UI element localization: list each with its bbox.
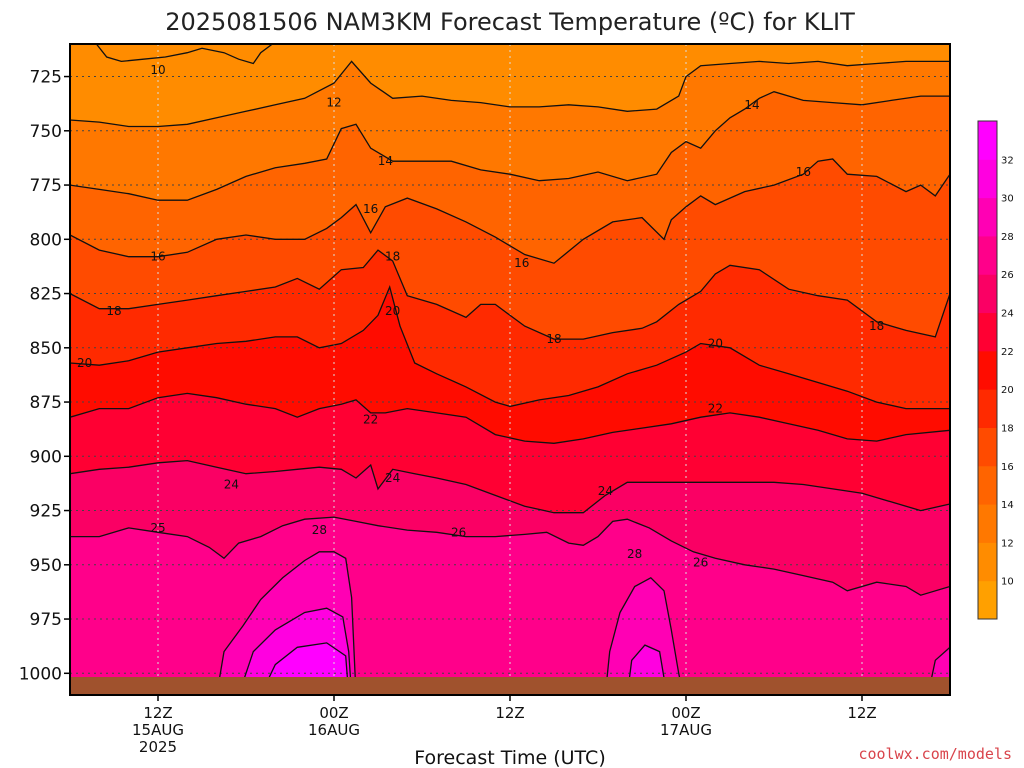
y-tick-label: 725 (30, 68, 62, 88)
surface-ground (70, 677, 950, 695)
x-tick-label: 17AUG (660, 721, 712, 739)
y-tick-label: 850 (30, 339, 62, 359)
colorbar: 10 12 14 16 18 20 22 24 26 28 30 32 (977, 120, 1014, 620)
x-tick-label: 2025 (139, 738, 177, 756)
colorbar-swatch (978, 312, 997, 352)
colorbar-tick-label: 18 (1001, 423, 1014, 434)
colorbar-swatch (978, 274, 997, 314)
contour-label: 28 (627, 547, 642, 561)
y-tick-label: 925 (30, 502, 62, 522)
x-tick-label: 00Z (671, 704, 700, 722)
contour-label: 18 (546, 332, 561, 346)
colorbar-swatch (978, 350, 997, 390)
contour-label: 22 (708, 402, 723, 416)
contour-label: 26 (451, 525, 466, 539)
isotherm-14 (70, 91, 950, 201)
colorbar-tick-label: 26 (1001, 270, 1014, 281)
isotherm-22 (70, 392, 950, 444)
x-tick-label: 12Z (495, 704, 524, 722)
y-tick-label: 825 (30, 285, 62, 305)
colorbar-frame (977, 120, 998, 620)
contour-label: 22 (363, 412, 378, 426)
x-tick-label: 15AUG (132, 721, 184, 739)
contour-label: 10 (150, 63, 165, 77)
contour-label: 20 (77, 356, 92, 370)
chart-title: 2025081506 NAM3KM Forecast Temperature (… (165, 8, 855, 36)
x-axis-label: Forecast Time (UTC) (414, 747, 605, 768)
x-tick-label: 16AUG (308, 721, 360, 739)
contour-label: 16 (363, 202, 378, 216)
y-tick-label: 975 (30, 610, 62, 630)
isotherm-24 (70, 459, 950, 514)
contour-label: 24 (385, 471, 400, 485)
isotherm-pocket-30-3 (626, 644, 668, 695)
plot-area (70, 44, 950, 695)
colorbar-swatch (978, 580, 997, 620)
warm-pocket-28-0 (605, 577, 684, 695)
isotherm-12 (70, 60, 950, 128)
isotherm-pocket-30-1 (238, 607, 353, 695)
colorbar-swatch (978, 159, 997, 199)
colorbar-swatch (978, 235, 997, 275)
x-tick-label: 12Z (847, 704, 876, 722)
colorbar-tick-label: 22 (1001, 347, 1014, 358)
contour-label: 16 (796, 165, 811, 179)
isotherm-18 (70, 249, 950, 340)
x-tick-label: 12Z (143, 704, 172, 722)
colorbar-tick-label: 12 (1001, 538, 1014, 549)
colorbar-tick-label: 28 (1001, 232, 1014, 243)
x-tick-label: 00Z (319, 704, 348, 722)
colorbar-tick-label: 16 (1001, 462, 1014, 473)
contour-label: 24 (224, 478, 239, 492)
contour-label: 12 (326, 96, 341, 110)
contour-label: 28 (312, 523, 327, 537)
colorbar-swatch (978, 542, 997, 582)
colorbar-swatch (978, 504, 997, 543)
y-tick-label: 750 (30, 122, 62, 142)
colorbar-tick-label: 30 (1001, 194, 1014, 205)
contour-label: 24 (598, 484, 613, 498)
contour-label: 16 (150, 250, 165, 264)
colorbar-tick-label: 10 (1001, 577, 1014, 588)
contour-label: 20 (385, 304, 400, 318)
colorbar-tick-label: 20 (1001, 385, 1014, 396)
y-tick-label: 875 (30, 393, 62, 413)
colorbar-tick-label: 24 (1001, 309, 1014, 320)
isotherm-16 (70, 158, 950, 264)
colorbar-swatch (978, 427, 997, 467)
colorbar-tick-label: 14 (1001, 500, 1014, 511)
contour-label: 18 (385, 250, 400, 264)
y-tick-label: 1000 (19, 664, 62, 684)
contour-label: 18 (869, 319, 884, 333)
colorbar-tick-label: 32 (1001, 155, 1014, 166)
isotherm-pocket-28-0 (604, 576, 684, 695)
contour-label: 26 (693, 556, 708, 570)
contour-label: 14 (378, 154, 393, 168)
contour-label: 14 (744, 98, 759, 112)
y-tick-label: 775 (30, 176, 62, 196)
y-tick-label: 950 (30, 556, 62, 576)
y-tick-label: 800 (30, 230, 62, 250)
isotherm-26 (70, 516, 950, 596)
y-tick-label: 900 (30, 447, 62, 467)
credit-text: coolwx.com/models (858, 745, 1012, 763)
colorbar-swatch (978, 121, 997, 160)
isotherm-10 (95, 44, 273, 65)
contour-label: 16 (514, 256, 529, 270)
contour-label: 18 (106, 304, 121, 318)
colorbar-swatch (978, 197, 997, 237)
contour-label: 25 (150, 521, 165, 535)
isotherm-pocket-32-2 (260, 642, 350, 695)
colorbar-swatch (978, 465, 997, 505)
isotherm-20 (70, 284, 950, 410)
isotherm-28 (216, 551, 357, 695)
colorbar-swatch (978, 389, 997, 428)
contour-label: 20 (708, 336, 723, 350)
